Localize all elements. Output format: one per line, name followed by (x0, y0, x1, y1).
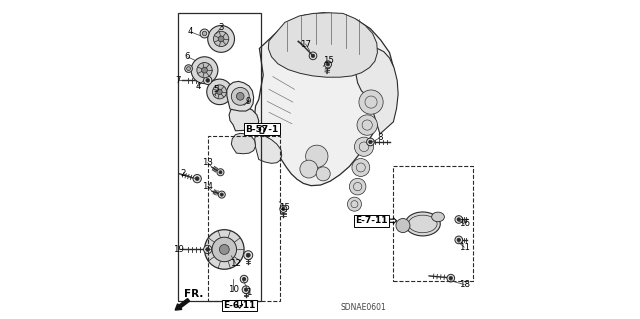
Circle shape (220, 193, 223, 196)
Polygon shape (255, 13, 394, 186)
Circle shape (355, 137, 374, 156)
Circle shape (326, 63, 330, 66)
Polygon shape (356, 48, 398, 134)
Circle shape (300, 160, 318, 178)
Polygon shape (231, 133, 255, 154)
Circle shape (447, 274, 454, 282)
Circle shape (243, 278, 246, 281)
Circle shape (316, 167, 330, 181)
Polygon shape (255, 135, 282, 163)
Circle shape (359, 90, 383, 114)
Text: 15: 15 (323, 56, 335, 65)
Text: 16: 16 (459, 219, 470, 228)
Circle shape (244, 288, 248, 291)
Circle shape (282, 207, 285, 211)
Text: 2: 2 (180, 169, 186, 178)
Circle shape (197, 63, 212, 78)
Bar (393, 166, 473, 281)
Circle shape (220, 244, 229, 255)
Circle shape (352, 159, 370, 176)
Circle shape (218, 36, 224, 42)
Ellipse shape (431, 212, 444, 222)
FancyArrow shape (175, 299, 189, 310)
Text: 17: 17 (300, 40, 311, 48)
Ellipse shape (405, 212, 440, 236)
Polygon shape (229, 106, 259, 131)
Circle shape (202, 31, 207, 36)
Circle shape (244, 98, 250, 105)
Circle shape (202, 67, 207, 73)
Circle shape (217, 169, 224, 176)
Circle shape (246, 100, 249, 103)
Text: FR.: FR. (184, 289, 204, 299)
Text: 5: 5 (214, 85, 219, 94)
Circle shape (449, 277, 452, 280)
Circle shape (200, 29, 209, 38)
Circle shape (280, 205, 287, 212)
Circle shape (212, 237, 237, 262)
Circle shape (204, 76, 212, 85)
Circle shape (231, 87, 249, 105)
Circle shape (195, 177, 199, 181)
Circle shape (207, 79, 232, 105)
Circle shape (219, 171, 222, 174)
Text: 15: 15 (280, 203, 291, 212)
Circle shape (306, 145, 328, 167)
Circle shape (324, 61, 332, 68)
Circle shape (396, 219, 410, 233)
Circle shape (212, 85, 227, 99)
Text: 1: 1 (246, 288, 252, 297)
Text: E-7-11: E-7-11 (355, 216, 388, 225)
Circle shape (205, 230, 244, 269)
Text: 12: 12 (230, 259, 241, 268)
Circle shape (217, 89, 222, 94)
Circle shape (185, 65, 193, 72)
Text: B-57-1: B-57-1 (245, 125, 278, 134)
Text: 6: 6 (185, 52, 190, 61)
Circle shape (206, 248, 209, 251)
Circle shape (311, 54, 315, 57)
Circle shape (187, 67, 191, 70)
Circle shape (349, 178, 366, 195)
Circle shape (455, 236, 463, 244)
Circle shape (309, 52, 317, 60)
Circle shape (348, 197, 362, 211)
Circle shape (369, 140, 372, 144)
Circle shape (242, 286, 250, 293)
Text: 9: 9 (246, 97, 251, 106)
Polygon shape (227, 81, 253, 111)
Circle shape (206, 78, 209, 82)
Text: 3: 3 (218, 23, 224, 32)
Circle shape (246, 253, 250, 257)
Circle shape (214, 31, 228, 47)
Circle shape (457, 238, 461, 241)
Text: SDNAE0601: SDNAE0601 (340, 303, 386, 312)
Circle shape (204, 245, 212, 254)
Circle shape (244, 251, 253, 260)
Text: 4: 4 (195, 82, 201, 91)
Circle shape (236, 93, 244, 100)
Text: E-6-11: E-6-11 (223, 301, 256, 310)
Circle shape (455, 216, 463, 223)
Circle shape (191, 57, 218, 84)
Circle shape (457, 218, 461, 221)
Text: 8: 8 (377, 133, 383, 142)
Circle shape (193, 174, 202, 183)
Text: 7: 7 (175, 76, 180, 85)
Circle shape (357, 115, 378, 135)
Text: 10: 10 (228, 285, 239, 294)
Circle shape (218, 191, 225, 198)
Text: 18: 18 (459, 280, 470, 289)
Circle shape (208, 26, 234, 52)
Text: 13: 13 (202, 158, 213, 167)
Bar (178, 13, 261, 301)
Circle shape (240, 275, 248, 283)
Text: 11: 11 (459, 243, 470, 252)
Text: 4: 4 (188, 27, 193, 36)
Polygon shape (268, 13, 378, 77)
Circle shape (367, 138, 374, 146)
Text: 14: 14 (202, 182, 213, 191)
Text: 19: 19 (173, 245, 184, 254)
Bar (208, 136, 280, 301)
